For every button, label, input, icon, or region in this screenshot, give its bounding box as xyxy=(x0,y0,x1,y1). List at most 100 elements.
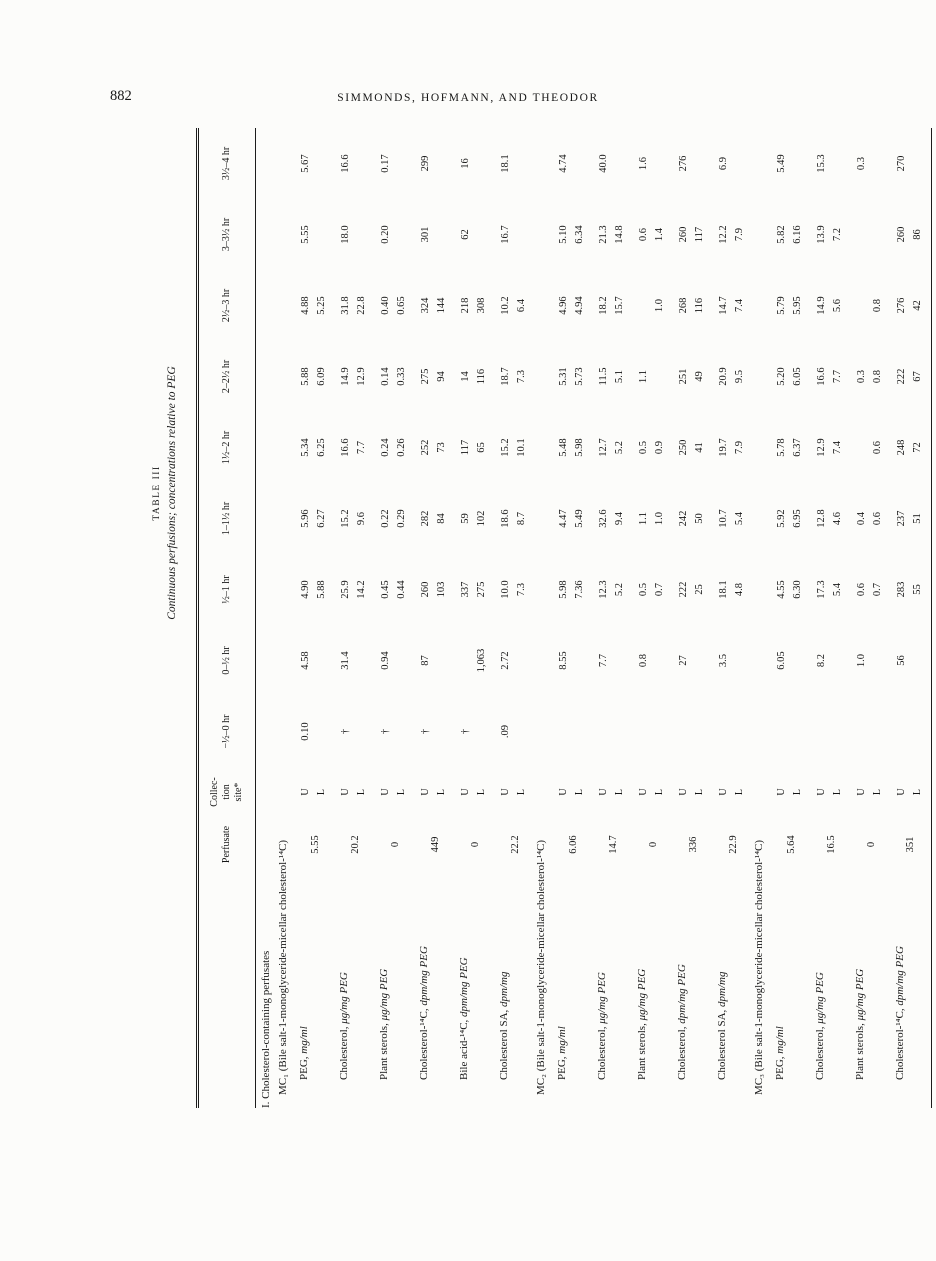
data-cell: 5.55 xyxy=(295,199,335,270)
l-value: 0.26 xyxy=(396,438,407,457)
data-cell xyxy=(851,696,891,767)
row-label: Plant sterols, μg/mg PEG xyxy=(375,872,415,1108)
data-cell xyxy=(673,696,713,767)
u-value: 4.88 xyxy=(300,296,311,315)
l-value xyxy=(790,128,806,199)
data-cell: 16.7 xyxy=(495,199,535,270)
u-value: 250 xyxy=(678,439,689,456)
data-cell: 276 xyxy=(673,128,713,199)
data-cell xyxy=(633,696,673,767)
row-label-unit: μg/mg PEG xyxy=(636,968,648,1021)
u-value: 276 xyxy=(678,155,689,172)
l-value: 0.29 xyxy=(396,509,407,528)
l-value: 4.8 xyxy=(734,582,745,597)
u-value: 8.55 xyxy=(558,651,569,670)
table-row: Bile acid-¹⁴C, dpm/mg PEG 0 U L † 1,063 337 275… xyxy=(455,128,495,1108)
u-value: 18.1 xyxy=(718,580,729,599)
section-heading-row: I. Cholesterol-containing perfusates xyxy=(255,128,277,1108)
u-value: 14.7 xyxy=(718,296,729,315)
l-value: 6.30 xyxy=(792,580,803,599)
data-cell: 14 116 xyxy=(455,341,495,412)
l-value xyxy=(434,696,450,767)
col-header-10: 3½–4 hr xyxy=(199,128,255,199)
u-value: 15.3 xyxy=(816,154,827,173)
u-value: † xyxy=(460,728,471,735)
row-label-name: Cholesterol, xyxy=(338,1023,350,1080)
collection-lower: L xyxy=(614,788,625,796)
data-cell: 56 xyxy=(891,625,931,696)
u-value xyxy=(894,696,910,767)
l-value xyxy=(870,128,886,199)
col-header-6: 1½–2 hr xyxy=(199,412,255,483)
data-cell: 25.9 14.2 xyxy=(335,554,375,625)
data-cell: 12.8 4.6 xyxy=(811,483,851,554)
data-cell: 59 102 xyxy=(455,483,495,554)
u-value: 12.2 xyxy=(718,225,729,244)
collection-upper: U xyxy=(678,788,689,796)
u-value: 5.98 xyxy=(558,580,569,599)
l-value xyxy=(732,128,748,199)
row-label-unit: μg/mg PEG xyxy=(596,972,608,1024)
table-row: Cholesterol-¹⁴C, dpm/mg PEG 351 U L 56 283 55 2… xyxy=(891,128,931,1108)
u-value: 0.24 xyxy=(380,438,391,457)
u-value: 10.2 xyxy=(500,296,511,315)
perfusate-value: 351 xyxy=(905,836,917,853)
u-value: 5.78 xyxy=(776,438,787,457)
l-value xyxy=(394,199,410,270)
u-value: 0.4 xyxy=(856,511,867,526)
row-label: Cholesterol, μg/mg PEG xyxy=(335,872,375,1108)
u-value: 337 xyxy=(460,581,471,598)
collection-lower: L xyxy=(574,788,585,796)
l-value: 67 xyxy=(912,371,923,382)
group-heading-row: MC₂ (Bile salt-1-monoglyceride-micellar … xyxy=(535,128,553,1108)
l-value xyxy=(572,696,588,767)
perfusate-value: 6.06 xyxy=(567,835,579,854)
l-value: 5.49 xyxy=(574,509,585,528)
collection-upper: U xyxy=(718,788,729,796)
row-label: PEG, mg/ml xyxy=(553,872,593,1108)
u-value xyxy=(854,199,870,270)
section-heading: I. Cholesterol-containing perfusates xyxy=(259,950,272,1108)
table-row: PEG, mg/ml 5.64 U L 6.05 4.55 6.30 5.92 6.95 5.78… xyxy=(771,128,811,1108)
collection-lower: L xyxy=(316,788,327,796)
l-value xyxy=(394,128,410,199)
data-cell: 21.3 14.8 xyxy=(593,199,633,270)
data-cell: 1.1 xyxy=(633,341,673,412)
l-value: 5.4 xyxy=(832,582,843,597)
data-cell: 337 275 xyxy=(455,554,495,625)
l-value: 6.05 xyxy=(792,367,803,386)
data-cell: 18.7 7.3 xyxy=(495,341,535,412)
l-value: 25 xyxy=(694,584,705,595)
table-row: Cholesterol, μg/mg PEG 16.5 U L 8.2 17.3 5.4 12… xyxy=(811,128,851,1108)
u-value: 0.20 xyxy=(380,225,391,244)
u-value: 4.58 xyxy=(300,651,311,670)
data-cell: 14.9 12.9 xyxy=(335,341,375,412)
data-cell: † xyxy=(455,696,495,767)
l-value xyxy=(612,696,628,767)
perfusate-value: 14.7 xyxy=(607,835,619,854)
l-value xyxy=(474,199,490,270)
u-value: 18.6 xyxy=(500,509,511,528)
l-value xyxy=(572,128,588,199)
l-value: 117 xyxy=(694,226,705,243)
l-value: 4.94 xyxy=(574,296,585,315)
data-cell: 0.10 xyxy=(295,696,335,767)
l-value xyxy=(692,128,708,199)
data-cell: 12.9 7.4 xyxy=(811,412,851,483)
u-value: 20.9 xyxy=(718,367,729,386)
group-heading-row: MC₃ (Bile salt-1-monoglyceride-micellar … xyxy=(753,128,771,1108)
l-value: 42 xyxy=(912,300,923,311)
table-title: Continuous perfusions; concentrations re… xyxy=(166,366,178,620)
l-value: 5.4 xyxy=(734,511,745,526)
u-value: 15.2 xyxy=(500,438,511,457)
data-cell: 18.1 xyxy=(495,128,535,199)
row-label-unit: dpm/mg PEG xyxy=(894,946,906,1006)
collection-upper: U xyxy=(856,788,867,796)
u-value: 4.90 xyxy=(300,580,311,599)
u-value: 1.6 xyxy=(638,156,649,171)
u-value: 31.8 xyxy=(340,296,351,315)
data-cell: 0.5 0.9 xyxy=(633,412,673,483)
